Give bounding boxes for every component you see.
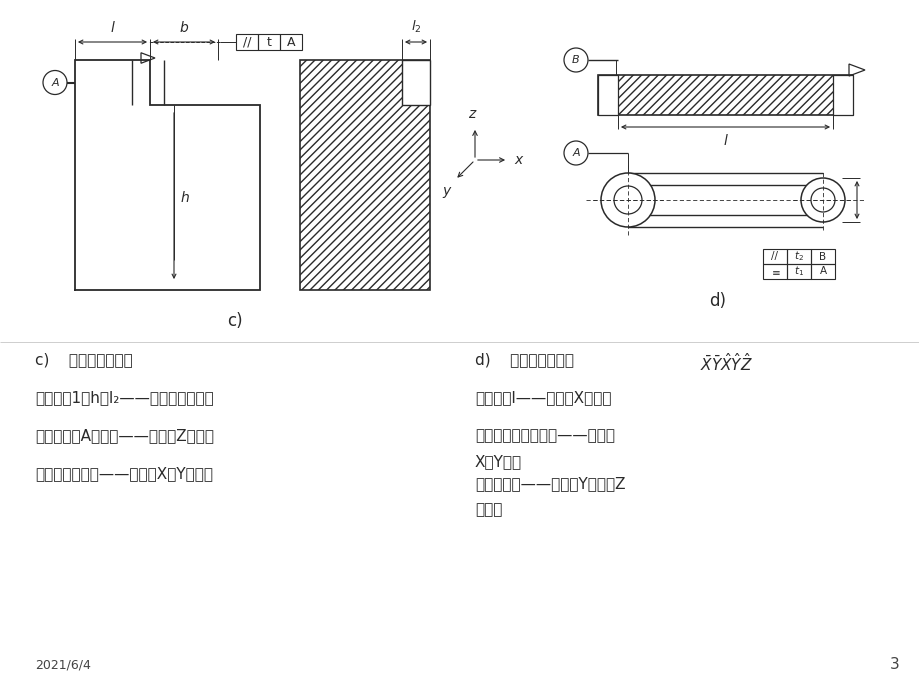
Text: c)    限制六个自由度: c) 限制六个自由度 xyxy=(35,352,132,367)
Text: b: b xyxy=(179,21,188,35)
Text: 转动；: 转动； xyxy=(474,502,502,517)
Circle shape xyxy=(43,70,67,95)
Text: A: A xyxy=(51,77,59,88)
Text: d): d) xyxy=(709,292,726,310)
Bar xyxy=(832,75,852,115)
Text: $t_2$: $t_2$ xyxy=(793,250,803,264)
Bar xyxy=(762,264,786,279)
Text: 2021/6/4: 2021/6/4 xyxy=(35,659,91,672)
Text: 保证与基准A平行度——限制绕Z转动。: 保证与基准A平行度——限制绕Z转动。 xyxy=(35,428,214,443)
Text: d)    限制五个自由度: d) 限制五个自由度 xyxy=(474,352,578,367)
Circle shape xyxy=(563,48,587,72)
Bar xyxy=(597,75,618,115)
Text: z: z xyxy=(468,107,475,121)
Text: 保证与左孔的平行度——限制绕: 保证与左孔的平行度——限制绕 xyxy=(474,428,614,443)
Text: y: y xyxy=(441,184,449,198)
Circle shape xyxy=(600,173,654,227)
Text: 保证对称度——限制沿Y移动和Z: 保证对称度——限制沿Y移动和Z xyxy=(474,476,625,491)
Text: l: l xyxy=(722,134,727,148)
Bar xyxy=(786,249,811,264)
Bar xyxy=(786,264,811,279)
Text: 保证尺寸1，h，l₂——限制三个移动；: 保证尺寸1，h，l₂——限制三个移动； xyxy=(35,390,213,405)
Text: A: A xyxy=(287,35,295,48)
Text: A: A xyxy=(819,266,825,277)
Text: X，Y转动: X，Y转动 xyxy=(474,454,522,469)
Text: $\bar{X}\bar{Y}\hat{X}\hat{Y}\hat{Z}$: $\bar{X}\bar{Y}\hat{X}\hat{Y}\hat{Z}$ xyxy=(699,352,752,374)
Text: 保证与底面平行——限制绕X，Y转动。: 保证与底面平行——限制绕X，Y转动。 xyxy=(35,466,213,481)
Text: t: t xyxy=(267,35,271,48)
Bar xyxy=(762,249,786,264)
Bar xyxy=(300,60,429,290)
Text: //: // xyxy=(771,251,777,262)
Circle shape xyxy=(800,178,844,222)
Text: x: x xyxy=(514,153,522,167)
Text: $\equiv$: $\equiv$ xyxy=(768,266,780,277)
Text: B: B xyxy=(572,55,579,65)
Text: c): c) xyxy=(227,312,243,330)
Text: h: h xyxy=(181,190,189,204)
Bar xyxy=(811,249,834,264)
Text: B: B xyxy=(819,251,825,262)
Text: 3: 3 xyxy=(890,657,899,672)
Circle shape xyxy=(811,188,834,212)
Circle shape xyxy=(563,141,587,165)
Text: 保证尺寸l——限制沿X移动；: 保证尺寸l——限制沿X移动； xyxy=(474,390,611,405)
Text: l: l xyxy=(110,21,114,35)
Circle shape xyxy=(613,186,641,214)
Text: $t_1$: $t_1$ xyxy=(793,264,803,278)
Text: //: // xyxy=(243,35,251,48)
Bar xyxy=(236,34,257,50)
Text: $l_2$: $l_2$ xyxy=(410,19,421,35)
Bar xyxy=(279,34,301,50)
Bar xyxy=(628,185,823,215)
Bar xyxy=(811,264,834,279)
Bar xyxy=(597,75,852,115)
Text: A: A xyxy=(572,148,579,158)
Bar xyxy=(402,60,429,105)
Bar xyxy=(257,34,279,50)
